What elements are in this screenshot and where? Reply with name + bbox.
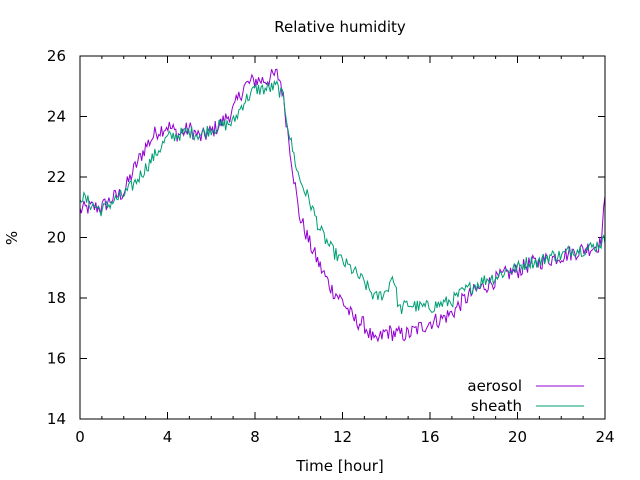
axis-ticks: 0 4 8 12 16 20 24 14 16 18 20 22 24 26 — [47, 47, 615, 446]
x-tick-label: 8 — [250, 428, 260, 446]
y-tick-label: 18 — [47, 289, 66, 307]
y-axis-label: % — [3, 231, 21, 245]
legend-label-sheath: sheath — [471, 397, 522, 415]
legend: aerosol sheath — [467, 377, 584, 415]
y-tick-label: 24 — [47, 108, 66, 126]
y-tick-label: 14 — [47, 410, 66, 428]
x-tick-label: 12 — [333, 428, 352, 446]
plot-frame — [79, 55, 606, 420]
x-tick-label: 4 — [163, 428, 173, 446]
series-line-aerosol — [79, 68, 606, 343]
x-tick-label: 0 — [75, 428, 85, 446]
series-lines — [79, 68, 606, 343]
chart-title: Relative humidity — [274, 18, 406, 36]
legend-label-aerosol: aerosol — [467, 377, 522, 395]
x-tick-label: 16 — [420, 428, 439, 446]
x-tick-label: 24 — [595, 428, 614, 446]
x-tick-label: 20 — [508, 428, 527, 446]
x-axis-label: Time [hour] — [295, 457, 384, 475]
series-line-sheath — [79, 79, 606, 314]
y-tick-label: 20 — [47, 229, 66, 247]
y-tick-label: 22 — [47, 168, 66, 186]
y-tick-label: 26 — [47, 47, 66, 65]
y-tick-label: 16 — [47, 350, 66, 368]
